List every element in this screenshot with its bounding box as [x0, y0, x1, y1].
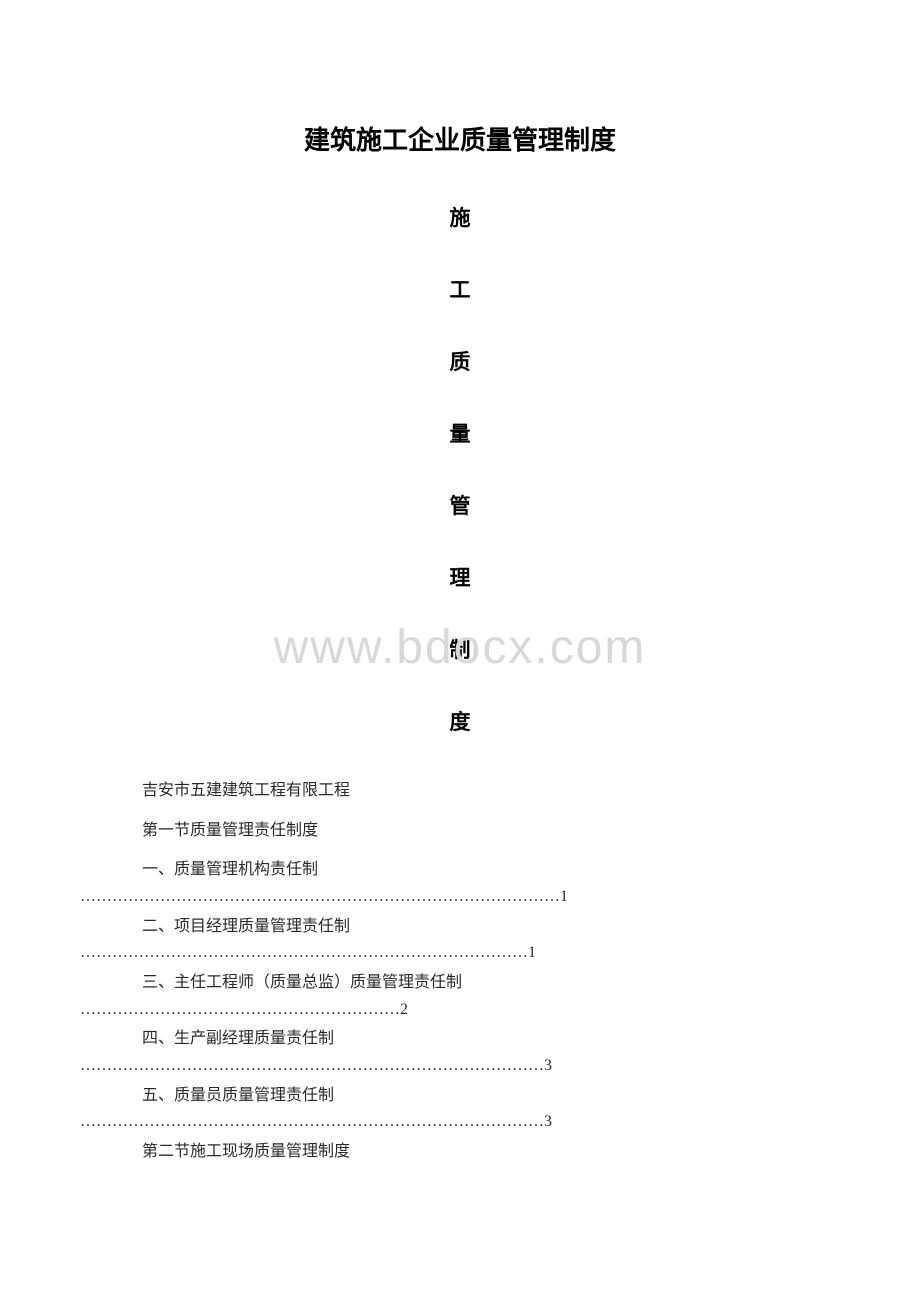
- toc-dots-5: ……………………………………………………………………………3: [80, 1112, 840, 1133]
- toc-title-2: 二、项目经理质量管理责任制: [80, 914, 840, 940]
- vertical-char-4: 管: [80, 490, 840, 520]
- section1-header: 第一节质量管理责任制度: [80, 818, 840, 844]
- toc-title-4: 四、生产副经理质量责任制: [80, 1026, 840, 1052]
- section2-header: 第二节施工现场质量管理制度: [80, 1139, 840, 1165]
- toc-item-4: 四、生产副经理质量责任制 …………………………………………………………………………: [80, 1026, 840, 1076]
- toc-item-5: 五、质量员质量管理责任制 …………………………………………………………………………: [80, 1083, 840, 1133]
- vertical-char-5: 理: [80, 562, 840, 592]
- toc-dots-2: …………………………………………………………………………1: [80, 943, 840, 964]
- content-section: 吉安市五建建筑工程有限工程 第一节质量管理责任制度 一、质量管理机构责任制 ………: [80, 778, 840, 1165]
- vertical-char-6: 制: [80, 634, 840, 664]
- toc-dots-1: ………………………………………………………………………………1: [80, 887, 840, 908]
- company-line: 吉安市五建建筑工程有限工程: [80, 778, 840, 804]
- vertical-char-2: 质: [80, 346, 840, 376]
- toc-item-3: 三、主任工程师（质量总监）质量管理责任制 ……………………………………………………: [80, 970, 840, 1020]
- vertical-char-0: 施: [80, 202, 840, 232]
- main-title: 建筑施工企业质量管理制度: [80, 120, 840, 157]
- vertical-title: 施 工 质 量 管 理 制 度: [80, 202, 840, 736]
- vertical-char-3: 量: [80, 418, 840, 448]
- toc-dots-3: ……………………………………………………2: [80, 1000, 840, 1021]
- toc-dots-4: ……………………………………………………………………………3: [80, 1056, 840, 1077]
- vertical-char-1: 工: [80, 274, 840, 304]
- vertical-char-7: 度: [80, 706, 840, 736]
- toc-title-3: 三、主任工程师（质量总监）质量管理责任制: [80, 970, 840, 996]
- toc-title-1: 一、质量管理机构责任制: [80, 857, 840, 883]
- toc-item-2: 二、项目经理质量管理责任制 ………………………………………………………………………: [80, 914, 840, 964]
- toc-title-5: 五、质量员质量管理责任制: [80, 1083, 840, 1109]
- toc-item-1: 一、质量管理机构责任制 ……………………………………………………………………………: [80, 857, 840, 907]
